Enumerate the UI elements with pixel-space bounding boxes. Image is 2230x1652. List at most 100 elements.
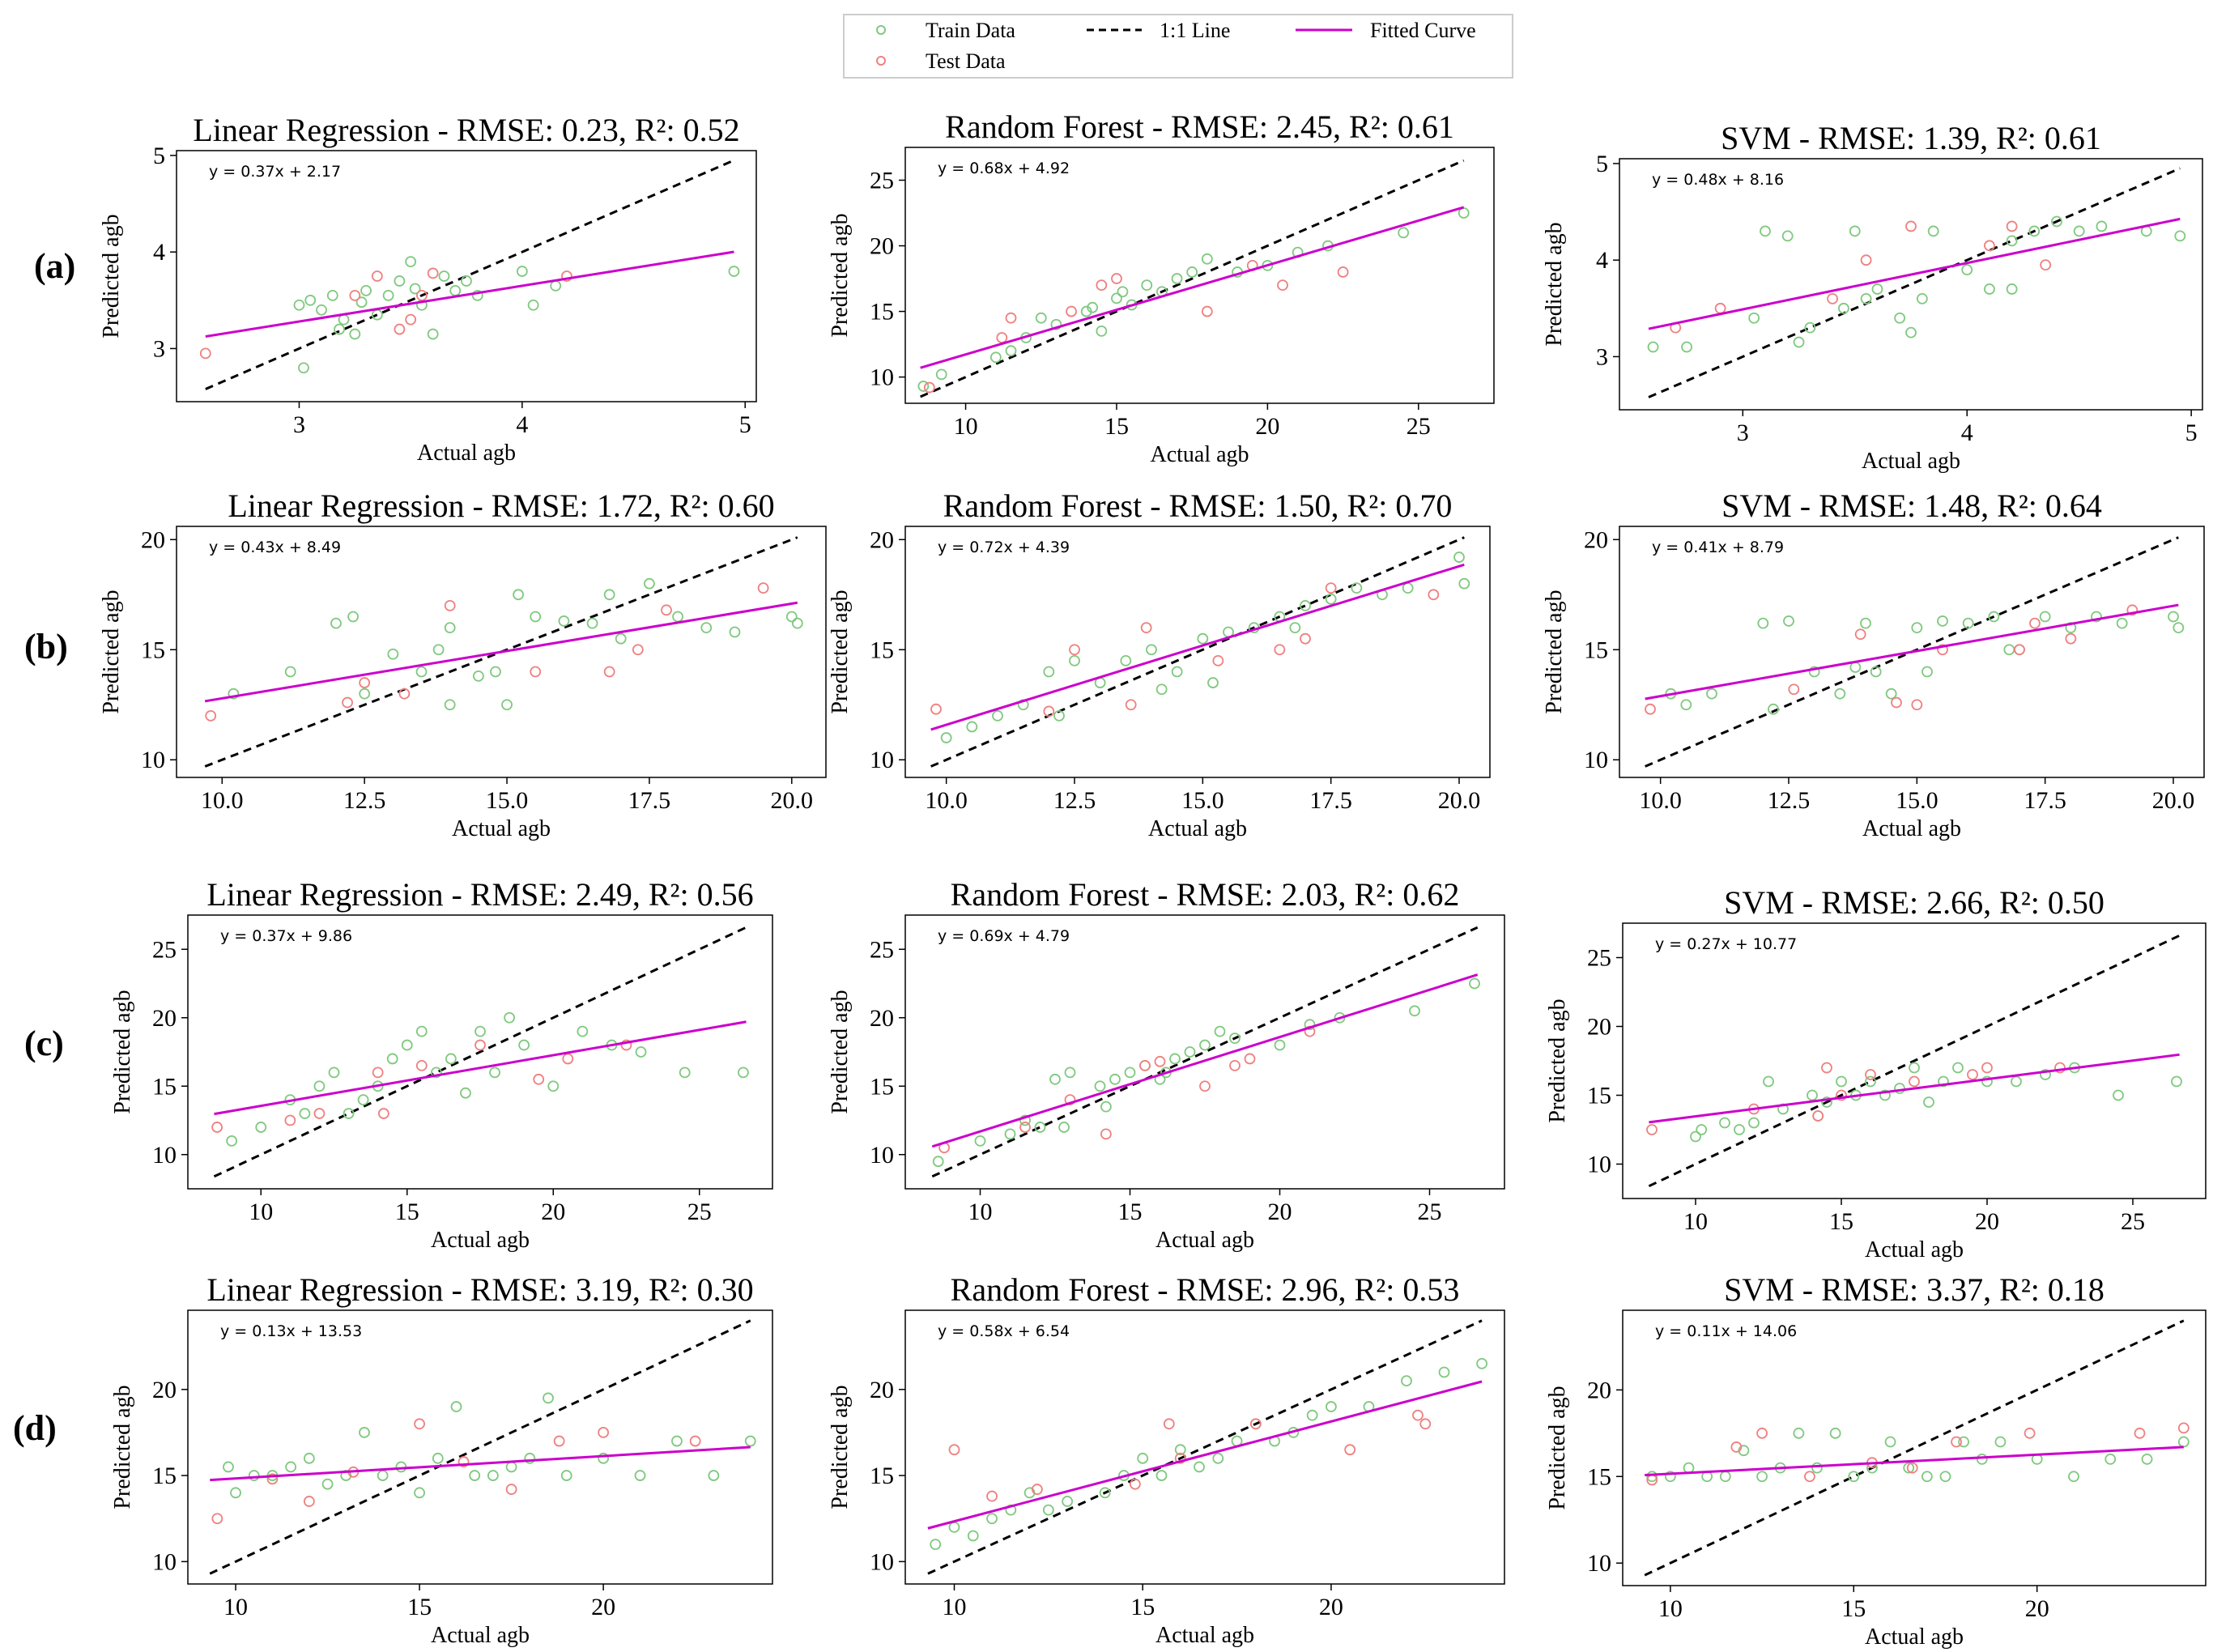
train-point — [1894, 1083, 1905, 1094]
train-point — [1962, 617, 1974, 629]
row-label-c: (c) — [24, 1024, 64, 1063]
fitted-curve — [931, 973, 1479, 1148]
train-point — [1793, 336, 1805, 348]
fitted-curve — [1645, 603, 2179, 700]
train-point — [577, 1025, 589, 1037]
one-to-one-line — [1648, 934, 2181, 1188]
test-point — [1865, 1069, 1876, 1080]
train-point — [989, 351, 1002, 364]
y-tick-label: 20 — [152, 1377, 177, 1403]
train-point — [986, 1513, 998, 1525]
one-to-one-line — [213, 926, 747, 1178]
panel-title: Random Forest - RMSE: 2.03, R²: 0.62 — [951, 876, 1460, 913]
train-point — [558, 615, 570, 627]
train-point — [1186, 266, 1198, 278]
train-point — [415, 666, 428, 678]
train-point — [547, 1080, 560, 1092]
train-point — [700, 622, 713, 633]
test-point — [1730, 1441, 1743, 1453]
test-point — [530, 666, 542, 678]
train-point — [1916, 292, 1928, 304]
train-point — [326, 289, 338, 301]
train-point — [469, 1470, 481, 1481]
test-point — [1909, 1075, 1920, 1088]
train-point — [1004, 1128, 1016, 1140]
y-axis-label: Predicted agb — [828, 1385, 853, 1509]
train-point — [1199, 1039, 1211, 1051]
test-point — [1419, 1418, 1432, 1430]
x-tick-label: 10 — [954, 413, 978, 440]
legend-train-label: Train Data — [926, 19, 1015, 42]
y-axis-label: Predicted agb — [1545, 1386, 1570, 1509]
fitted-curve — [920, 206, 1465, 369]
panel-title: Random Forest - RMSE: 2.45, R²: 0.61 — [945, 109, 1454, 145]
scatter-panel: Random Forest - RMSE: 2.45, R²: 0.61 y = … — [828, 109, 1495, 467]
train-point — [1937, 615, 1948, 627]
train-point — [543, 1392, 554, 1404]
y-tick-label: 20 — [152, 1005, 177, 1032]
test-point — [1100, 1128, 1112, 1140]
x-tick-label: 3 — [1737, 419, 1749, 446]
train-point — [1096, 325, 1108, 337]
train-point — [355, 296, 368, 309]
train-point — [2104, 1453, 2117, 1465]
panel-title: Linear Regression - RMSE: 0.23, R²: 0.52 — [193, 112, 739, 148]
train-point — [932, 1156, 944, 1168]
scatter-panel: SVM - RMSE: 1.48, R²: 0.64 y = 0.41x + 8.… — [1542, 488, 2205, 841]
y-tick-label: 20 — [870, 1377, 894, 1403]
y-tick-label: 20 — [1584, 526, 1608, 553]
train-point — [1019, 1114, 1031, 1126]
train-point — [1804, 321, 1816, 334]
fit-equation: y = 0.37x + 2.17 — [209, 163, 341, 181]
one-to-one-line — [1644, 1319, 2185, 1577]
test-point — [757, 582, 769, 594]
train-point — [461, 275, 472, 287]
train-point — [1885, 688, 1897, 700]
test-point — [1005, 312, 1017, 324]
one-to-one-line — [209, 1319, 751, 1575]
train-point — [1171, 666, 1183, 678]
test-point — [2024, 1427, 2036, 1439]
test-point — [1860, 254, 1872, 266]
x-tick-label: 10 — [943, 1594, 967, 1620]
scatter-panel: Random Forest - RMSE: 2.03, R²: 0.62 y = … — [828, 876, 1505, 1253]
x-tick-label: 15.0 — [1181, 787, 1224, 814]
train-point — [328, 1067, 340, 1079]
test-point — [1967, 1069, 1978, 1080]
train-point — [1099, 1487, 1111, 1499]
test-point — [371, 270, 383, 282]
train-point — [1734, 1124, 1745, 1135]
train-point — [299, 1108, 311, 1119]
x-tick-label: 20 — [541, 1199, 565, 1225]
test-point — [689, 1435, 701, 1447]
row-label-d: (d) — [13, 1408, 57, 1448]
train-point — [728, 266, 740, 277]
x-tick-label: 10 — [249, 1199, 273, 1225]
x-axis-label: Actual agb — [1862, 816, 1961, 841]
train-point — [1111, 292, 1122, 304]
test-point — [1804, 1471, 1815, 1483]
fitted-curve — [204, 601, 798, 703]
train-point — [394, 275, 406, 287]
train-point — [1938, 1075, 1949, 1088]
train-point — [489, 1067, 500, 1079]
train-point — [744, 1435, 756, 1447]
train-point — [357, 1094, 369, 1106]
train-point — [1911, 622, 1923, 633]
train-point — [1351, 582, 1363, 594]
train-point — [228, 688, 240, 700]
y-axis-label: Predicted agb — [828, 990, 853, 1113]
train-point — [1043, 666, 1055, 678]
train-point — [2091, 611, 2102, 623]
train-point — [524, 1452, 536, 1464]
train-point — [1409, 1005, 1420, 1017]
train-point — [472, 671, 484, 682]
test-point — [444, 599, 456, 611]
train-point — [791, 617, 803, 629]
train-point — [1838, 302, 1849, 314]
x-tick-label: 10.0 — [925, 787, 968, 814]
x-tick-label: 17.5 — [2024, 787, 2066, 814]
y-tick-label: 15 — [1584, 637, 1608, 663]
train-point — [1326, 1401, 1337, 1412]
x-axis-label: Actual agb — [1862, 449, 1960, 474]
